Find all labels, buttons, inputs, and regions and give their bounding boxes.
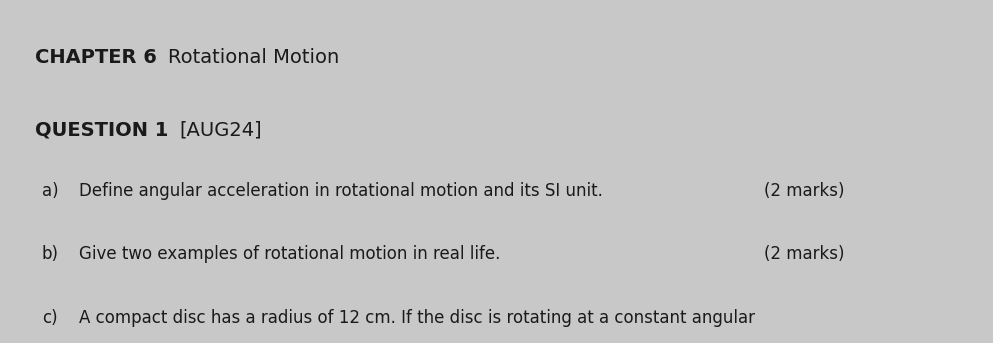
Text: Give two examples of rotational motion in real life.: Give two examples of rotational motion i… [78, 245, 500, 263]
Text: QUESTION 1: QUESTION 1 [36, 120, 169, 139]
Text: c): c) [42, 309, 58, 327]
Text: Define angular acceleration in rotational motion and its SI unit.: Define angular acceleration in rotationa… [78, 182, 603, 200]
Text: (2 marks): (2 marks) [765, 245, 845, 263]
Text: (2 marks): (2 marks) [765, 182, 845, 200]
Text: b): b) [42, 245, 59, 263]
Text: [AUG24]: [AUG24] [180, 120, 262, 139]
Text: A compact disc has a radius of 12 cm. If the disc is rotating at a constant angu: A compact disc has a radius of 12 cm. If… [78, 309, 755, 327]
Text: Rotational Motion: Rotational Motion [168, 48, 340, 67]
Text: CHAPTER 6: CHAPTER 6 [36, 48, 157, 67]
Text: a): a) [42, 182, 59, 200]
